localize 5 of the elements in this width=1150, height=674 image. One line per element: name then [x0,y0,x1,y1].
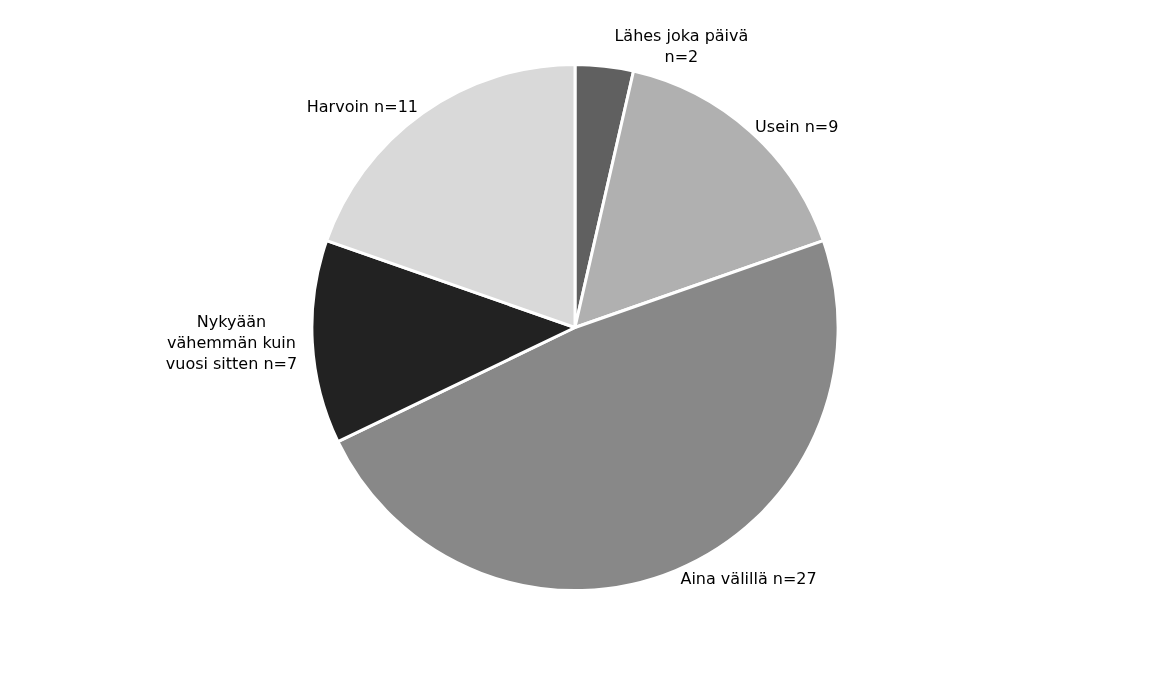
slice-label: Usein n=9 [755,116,839,136]
slice-label: Nykyään vähemmän kuin vuosi sitten n=7 [165,312,298,373]
slice-label: Harvoin n=11 [306,97,418,117]
slice-label: Lähes joka päivä n=2 [614,26,749,67]
slice-label: Aina välillä n=27 [680,569,817,589]
